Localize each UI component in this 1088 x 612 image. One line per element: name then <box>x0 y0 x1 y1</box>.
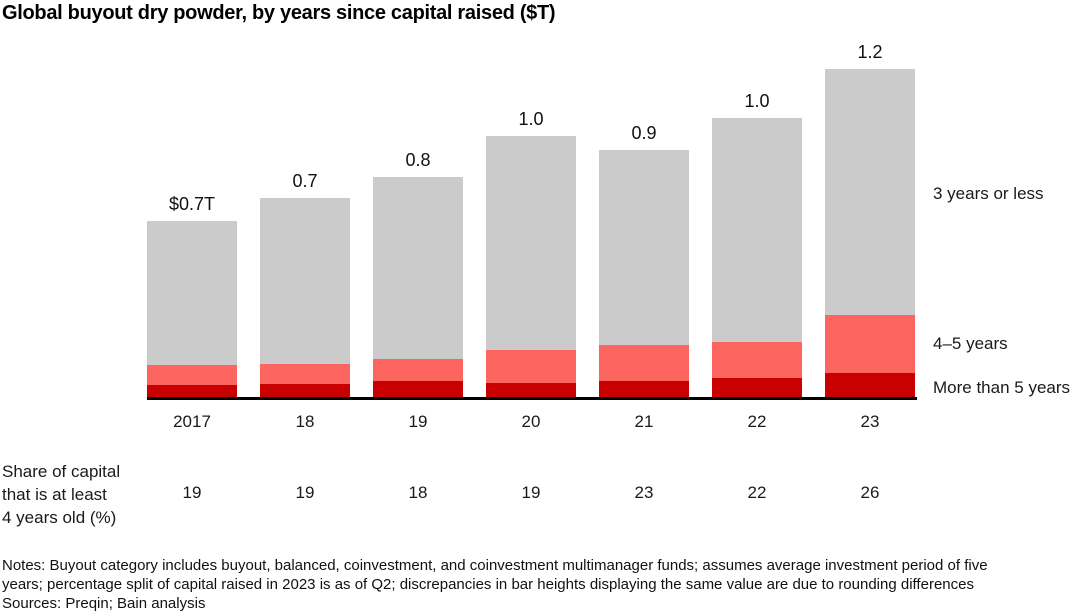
notes-line-1: Notes: Buyout category includes buyout, … <box>2 557 988 574</box>
share-caption-line-2: that is at least <box>2 485 107 504</box>
bar-22-segment-1 <box>712 342 802 378</box>
x-axis-label-22: 22 <box>747 412 767 431</box>
bar-2017-segment-0 <box>147 221 237 365</box>
bar-22-segment-2 <box>712 378 802 399</box>
chart-title: Global buyout dry powder, by years since… <box>2 2 556 24</box>
bar-20-segment-0 <box>486 136 576 350</box>
bar-total-label-20: 1.0 <box>518 109 544 129</box>
bar-18-segment-1 <box>260 364 350 384</box>
bar-21-segment-0 <box>599 150 689 345</box>
bar-2017-segment-1 <box>147 365 237 385</box>
sources-line: Sources: Preqin; Bain analysis <box>2 595 206 612</box>
bar-21-segment-2 <box>599 381 689 399</box>
share-caption-line-3: 4 years old (%) <box>2 508 117 527</box>
bar-20-segment-1 <box>486 350 576 383</box>
bar-total-label-18: 0.7 <box>292 171 318 191</box>
share-value-21: 23 <box>634 483 654 502</box>
share-row-caption: Share of capital that is at least 4 year… <box>2 460 120 529</box>
legend-label-more-than-5-years: More than 5 years <box>933 378 1071 397</box>
share-value-18: 19 <box>295 483 315 502</box>
share-value-19: 18 <box>408 483 428 502</box>
x-axis-line <box>147 397 917 400</box>
x-axis-label-18: 18 <box>295 412 315 431</box>
x-axis-label-20: 20 <box>521 412 541 431</box>
bar-22-segment-0 <box>712 118 802 342</box>
x-axis-label-19: 19 <box>408 412 428 431</box>
x-axis-label-2017: 2017 <box>173 412 211 431</box>
bar-19-segment-0 <box>373 177 463 359</box>
bar-18-segment-0 <box>260 198 350 364</box>
bar-18-segment-2 <box>260 384 350 399</box>
share-value-22: 22 <box>747 483 767 502</box>
bar-total-label-23: 1.2 <box>857 42 883 62</box>
legend-label-3-years-or-less: 3 years or less <box>933 184 1044 203</box>
bar-total-label-21: 0.9 <box>631 123 657 143</box>
bar-total-label-19: 0.8 <box>405 150 431 170</box>
bar-total-label-22: 1.0 <box>744 91 770 111</box>
bar-23-segment-1 <box>825 315 915 373</box>
share-caption-line-1: Share of capital <box>2 462 121 481</box>
notes-line-2: years; percentage split of capital raise… <box>2 576 974 593</box>
share-value-20: 19 <box>521 483 541 502</box>
footnotes: Notes: Buyout category includes buyout, … <box>2 556 988 612</box>
x-axis-label-21: 21 <box>634 412 654 431</box>
x-axis-label-23: 23 <box>860 412 880 431</box>
share-value-23: 26 <box>860 483 880 502</box>
bar-total-label-2017: $0.7T <box>168 194 216 214</box>
share-value-2017: 19 <box>182 483 202 502</box>
bar-23-segment-0 <box>825 69 915 315</box>
bar-19-segment-1 <box>373 359 463 381</box>
bar-19-segment-2 <box>373 381 463 399</box>
bar-21-segment-1 <box>599 345 689 381</box>
bar-2017-segment-2 <box>147 385 237 399</box>
bar-20-segment-2 <box>486 383 576 399</box>
legend-label-4-5-years: 4–5 years <box>933 334 1008 353</box>
bar-23-segment-2 <box>825 373 915 399</box>
